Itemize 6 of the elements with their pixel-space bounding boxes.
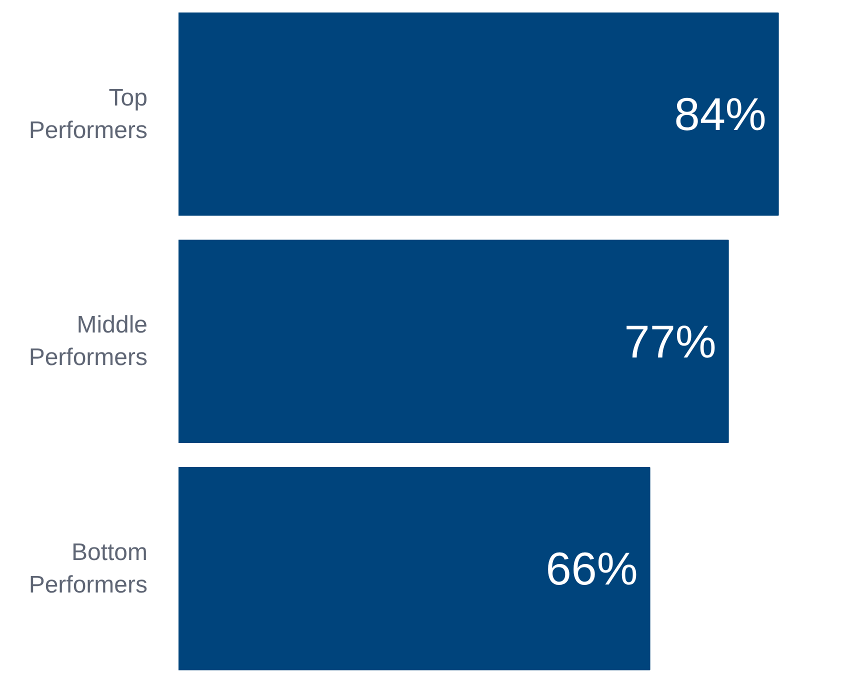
y-tick-label: Top Performers <box>28 84 148 144</box>
y-tick-label: Middle Performers <box>28 312 148 372</box>
data-label: 66% <box>546 542 638 595</box>
data-label: 77% <box>624 315 716 368</box>
data-label: 84% <box>674 88 766 140</box>
y-tick-label: Bottom Performers <box>28 538 148 598</box>
